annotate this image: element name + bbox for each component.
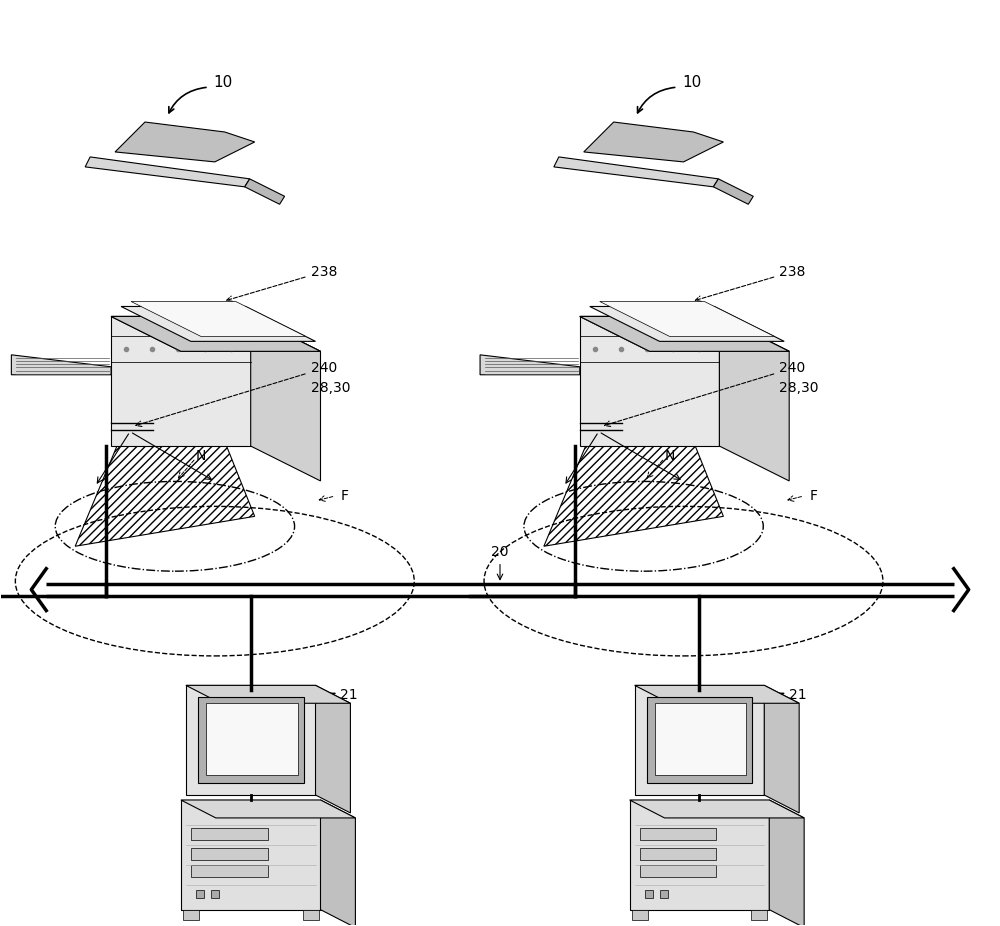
- Polygon shape: [181, 800, 355, 818]
- Polygon shape: [121, 307, 316, 342]
- Polygon shape: [206, 703, 298, 775]
- Polygon shape: [580, 317, 719, 446]
- Text: 28,30: 28,30: [311, 381, 350, 394]
- Polygon shape: [245, 179, 285, 205]
- Polygon shape: [580, 317, 789, 351]
- Polygon shape: [584, 122, 723, 162]
- Polygon shape: [630, 800, 804, 818]
- Text: 20: 20: [491, 544, 509, 558]
- Bar: [191, 828, 268, 840]
- Polygon shape: [600, 302, 774, 336]
- Bar: [640, 865, 716, 877]
- Bar: [632, 909, 648, 920]
- Bar: [640, 848, 716, 860]
- Polygon shape: [11, 355, 111, 375]
- Bar: [191, 865, 268, 877]
- Polygon shape: [251, 317, 321, 481]
- Polygon shape: [111, 317, 251, 446]
- Polygon shape: [630, 800, 769, 909]
- Text: 240: 240: [136, 361, 337, 427]
- Polygon shape: [186, 685, 350, 703]
- Polygon shape: [75, 427, 255, 546]
- Text: 238: 238: [695, 265, 806, 302]
- Polygon shape: [131, 302, 306, 336]
- Polygon shape: [655, 703, 746, 775]
- Polygon shape: [647, 697, 752, 783]
- Text: 28,30: 28,30: [779, 381, 819, 394]
- Polygon shape: [635, 685, 764, 795]
- Polygon shape: [590, 307, 784, 342]
- Text: 21: 21: [295, 688, 358, 703]
- Bar: [211, 890, 219, 897]
- Text: F: F: [809, 489, 817, 503]
- Bar: [660, 890, 668, 897]
- Text: N: N: [665, 449, 675, 463]
- Text: 21: 21: [743, 688, 807, 703]
- Text: 238: 238: [227, 265, 337, 302]
- Bar: [191, 848, 268, 860]
- Polygon shape: [111, 317, 321, 351]
- Polygon shape: [111, 317, 321, 351]
- Polygon shape: [321, 800, 355, 926]
- Polygon shape: [769, 800, 804, 926]
- Text: 10: 10: [682, 75, 702, 90]
- Bar: [303, 909, 319, 920]
- Bar: [751, 909, 767, 920]
- Polygon shape: [544, 427, 723, 546]
- Polygon shape: [186, 685, 316, 795]
- Bar: [640, 828, 716, 840]
- Polygon shape: [580, 317, 789, 351]
- Polygon shape: [181, 800, 321, 909]
- Polygon shape: [713, 179, 753, 205]
- Polygon shape: [635, 685, 799, 703]
- Bar: [196, 890, 204, 897]
- Polygon shape: [198, 697, 304, 783]
- Bar: [183, 909, 199, 920]
- Polygon shape: [85, 156, 250, 187]
- Text: 240: 240: [605, 361, 805, 427]
- Polygon shape: [764, 685, 799, 813]
- Polygon shape: [115, 122, 255, 162]
- Text: F: F: [340, 489, 348, 503]
- Polygon shape: [480, 355, 580, 375]
- Polygon shape: [316, 685, 350, 813]
- Text: N: N: [196, 449, 206, 463]
- Text: 10: 10: [214, 75, 233, 90]
- Polygon shape: [719, 317, 789, 481]
- Polygon shape: [554, 156, 718, 187]
- Bar: [645, 890, 653, 897]
